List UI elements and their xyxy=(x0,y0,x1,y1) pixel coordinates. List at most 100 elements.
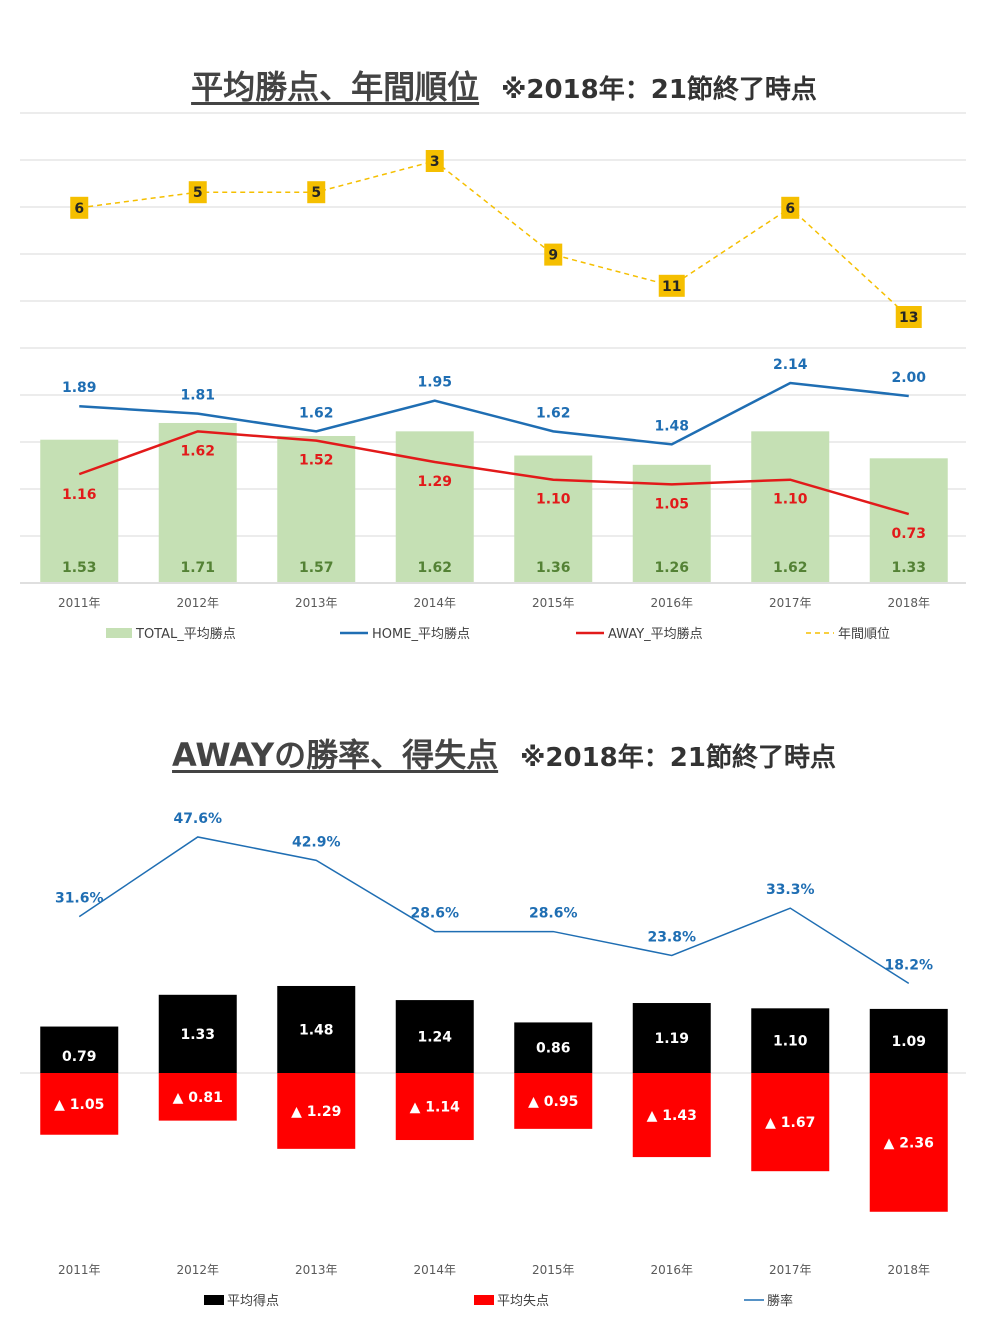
rank-badge xyxy=(544,243,563,266)
winrate-label: 31.6% xyxy=(55,891,104,907)
home-label: 2.14 xyxy=(773,357,808,373)
rank-label: 6 xyxy=(74,201,84,217)
legend-label: HOME_平均勝点 xyxy=(372,627,470,642)
x-tick-label: 2015年 xyxy=(532,1263,575,1277)
legend-swatch-conceded xyxy=(474,1295,494,1305)
rank-badge xyxy=(895,306,922,328)
x-tick-label: 2012年 xyxy=(176,1263,219,1277)
x-tick-label: 2014年 xyxy=(413,596,456,610)
legend-swatch-scored xyxy=(204,1295,224,1305)
x-tick-label: 2014年 xyxy=(413,1263,456,1277)
conceded-bar xyxy=(751,1073,830,1172)
winrate-label: 42.9% xyxy=(292,834,341,850)
x-tick-label: 2013年 xyxy=(295,596,338,610)
legend-label: 平均得点 xyxy=(227,1293,279,1309)
scored-label: 1.10 xyxy=(773,1034,808,1050)
x-tick-label: 2016年 xyxy=(650,1263,693,1277)
home-label: 1.89 xyxy=(62,380,97,396)
conceded-bar xyxy=(158,1073,237,1121)
away-label: 1.52 xyxy=(299,453,334,469)
x-tick-label: 2015年 xyxy=(532,596,575,610)
conceded-bar xyxy=(40,1073,119,1135)
scored-bar xyxy=(277,985,356,1073)
chart1-title: 平均勝点、年間順位 xyxy=(191,68,480,106)
home-label: 2.00 xyxy=(891,370,926,386)
rank-label: 5 xyxy=(311,185,321,201)
total-bar xyxy=(158,422,237,582)
legend-label: 勝率 xyxy=(767,1293,793,1309)
away-label: 1.16 xyxy=(62,487,97,503)
away-line xyxy=(78,430,910,516)
legend-label: TOTAL_平均勝点 xyxy=(135,627,236,642)
conceded-label: ▲ 1.43 xyxy=(647,1108,697,1124)
chart1-title-block: 平均勝点、年間順位 ※2018年：21節終了時点 xyxy=(0,62,1008,108)
away-label: 1.10 xyxy=(536,492,571,508)
conceded-bar xyxy=(277,1073,356,1149)
winrate-line xyxy=(78,836,910,984)
chart2-subtitle: ※2018年：21節終了時点 xyxy=(520,743,836,773)
home-label: 1.62 xyxy=(536,405,571,421)
scored-bar xyxy=(40,1026,119,1073)
x-tick-label: 2012年 xyxy=(176,596,219,610)
scored-label: 1.24 xyxy=(417,1030,452,1046)
rank-badge xyxy=(307,181,326,204)
scored-bar xyxy=(632,1003,711,1073)
points-rank-chart: 1.53 1.71 1.57 1.62 1.36 1.26 1.62 1.33 6 5 5 3 9 11 6… xyxy=(20,112,966,642)
total-bar-label: 1.26 xyxy=(654,560,689,576)
conceded-label: ▲ 1.05 xyxy=(54,1097,104,1113)
chart1-subtitle: ※2018年：21節終了時点 xyxy=(501,75,817,105)
conceded-label: ▲ 1.29 xyxy=(291,1104,341,1120)
conceded-bar xyxy=(869,1073,948,1212)
conceded-label: ▲ 0.81 xyxy=(173,1090,223,1106)
away-label: 1.62 xyxy=(180,443,215,459)
scored-bar xyxy=(869,1008,948,1073)
total-bar xyxy=(277,435,356,582)
scored-label: 1.33 xyxy=(180,1027,215,1043)
winrate-label: 47.6% xyxy=(173,811,222,827)
scored-bar xyxy=(158,994,237,1073)
winrate-label: 18.2% xyxy=(884,957,933,973)
total-bar-label: 1.33 xyxy=(891,560,926,576)
scored-bar xyxy=(751,1008,830,1073)
total-bar xyxy=(751,431,830,582)
x-tick-label: 2013年 xyxy=(295,1263,338,1277)
rank-label: 11 xyxy=(662,279,681,295)
away-label: 0.73 xyxy=(891,526,926,542)
away-label: 1.05 xyxy=(654,496,689,512)
chart2-title-block: AWAYの勝率、得失点 ※2018年：21節終了時点 xyxy=(0,730,1008,776)
home-line xyxy=(79,381,909,446)
rank-badge xyxy=(70,196,89,219)
chart2-title: AWAYの勝率、得失点 xyxy=(172,736,499,774)
winrate-label: 28.6% xyxy=(529,906,578,922)
scored-label: 1.19 xyxy=(654,1031,689,1047)
rank-label: 5 xyxy=(193,185,203,201)
scored-bar xyxy=(395,1000,474,1073)
total-bar-label: 1.57 xyxy=(299,560,334,576)
x-tick-label: 2017年 xyxy=(769,596,812,610)
legend-label: AWAY_平均勝点 xyxy=(608,627,703,642)
x-tick-label: 2016年 xyxy=(650,596,693,610)
conceded-label: ▲ 2.36 xyxy=(884,1135,934,1151)
total-bar-label: 1.36 xyxy=(536,560,571,576)
home-label: 1.48 xyxy=(654,418,689,434)
rank-badge xyxy=(658,274,685,297)
total-bar-label: 1.71 xyxy=(180,560,215,576)
scored-label: 0.79 xyxy=(62,1049,97,1065)
rank-label: 6 xyxy=(785,201,795,217)
x-tick-label: 2018年 xyxy=(887,1263,930,1277)
rank-badge xyxy=(188,181,207,204)
scored-label: 0.86 xyxy=(536,1041,571,1057)
scored-bar xyxy=(514,1022,593,1073)
total-bar xyxy=(869,458,948,582)
x-tick-label: 2011年 xyxy=(58,1263,101,1277)
x-tick-label: 2011年 xyxy=(58,596,101,610)
away-label: 1.10 xyxy=(773,492,808,508)
x-tick-label: 2017年 xyxy=(769,1263,812,1277)
total-bar-label: 1.62 xyxy=(773,560,808,576)
conceded-bar xyxy=(632,1073,711,1158)
winrate-label: 33.3% xyxy=(766,882,815,898)
rank-badge xyxy=(781,196,800,219)
x-tick-label: 2018年 xyxy=(887,596,930,610)
rank-badge xyxy=(425,150,444,172)
